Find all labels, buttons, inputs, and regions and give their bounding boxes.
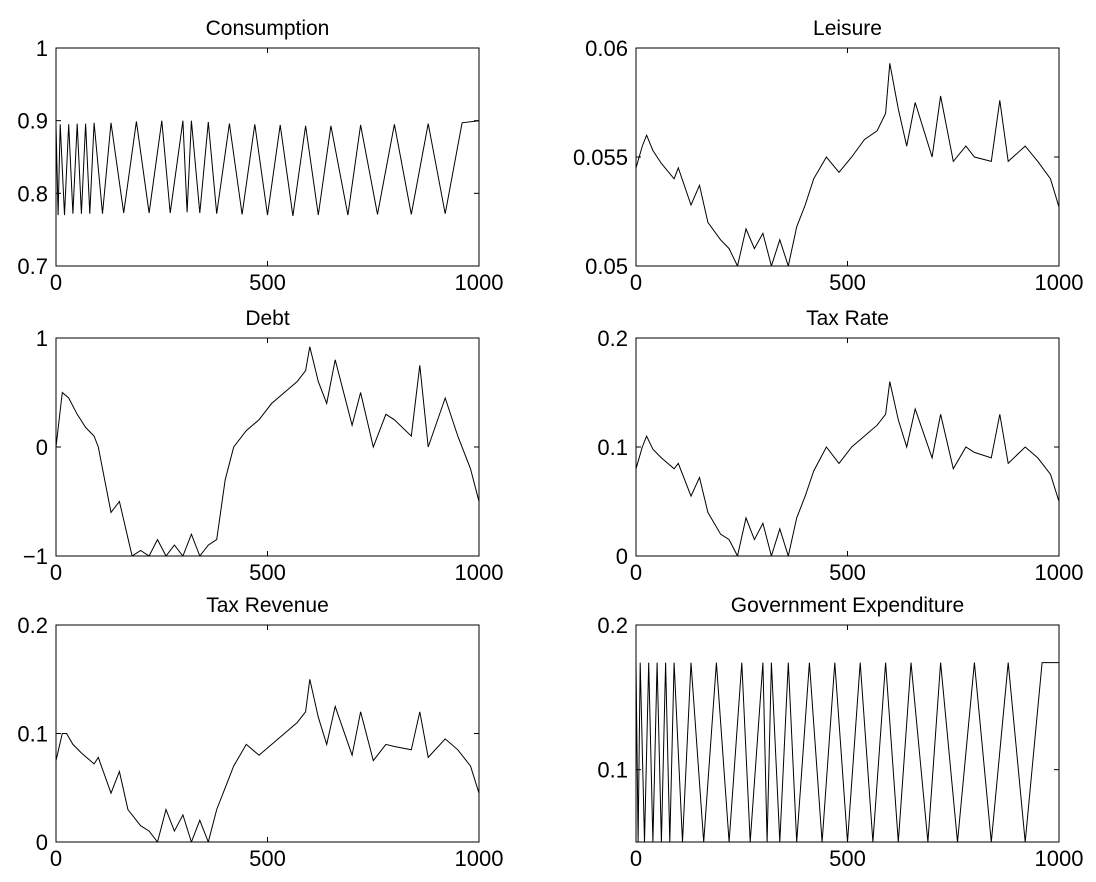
y-tick-label: 0: [616, 544, 628, 569]
axes-frame: [55, 624, 480, 843]
chart-title: Leisure: [813, 17, 882, 40]
chart-title: Tax Revenue: [206, 594, 329, 617]
y-tick-label: 0.7: [17, 254, 48, 279]
x-tick-label: 1000: [1035, 846, 1084, 871]
x-tick-label: 1000: [1035, 270, 1084, 295]
x-tick-label: 0: [630, 270, 642, 295]
axes-frame: [55, 337, 480, 557]
x-tick-label: 1000: [455, 846, 504, 871]
y-tick-label: 0.06: [585, 36, 628, 61]
x-tick-label: 500: [829, 270, 866, 295]
y-tick-label: 0.1: [597, 758, 628, 783]
x-tick-label: 0: [630, 846, 642, 871]
chart-title: Tax Rate: [806, 307, 889, 330]
y-tick-label: 0.1: [597, 435, 628, 460]
y-tick-label: 0: [36, 435, 48, 460]
chart-panel: Consumption 0 500 1000 0.7 0.8 0.9 1: [17, 17, 503, 295]
x-tick-label: 500: [249, 846, 286, 871]
x-tick-label: 0: [50, 846, 62, 871]
x-tick-label: 1000: [455, 270, 504, 295]
axes-frame: [635, 47, 1060, 267]
series-line: [56, 346, 479, 556]
chart-panel: Government Expenditure 0 500 1000 0.1 0.2: [597, 594, 1083, 871]
y-tick-label: 0.1: [17, 722, 48, 747]
chart-title: Debt: [245, 307, 290, 330]
y-tick-label: 0.2: [597, 613, 628, 638]
x-tick-label: 0: [630, 560, 642, 585]
y-tick-label: 0.05: [585, 254, 628, 279]
y-tick-label: 0: [36, 830, 48, 855]
y-tick-label: 0.9: [17, 109, 48, 134]
y-tick-label: −1: [23, 544, 48, 569]
series-line: [636, 662, 1059, 842]
y-tick-label: 1: [36, 36, 48, 61]
axes-frame: [635, 624, 1060, 843]
axes-frame: [55, 47, 480, 267]
x-tick-label: 1000: [455, 560, 504, 585]
series-line: [636, 63, 1059, 266]
x-tick-label: 0: [50, 270, 62, 295]
chart-title: Government Expenditure: [731, 594, 964, 617]
series-line: [636, 381, 1059, 556]
y-tick-label: 0.8: [17, 181, 48, 206]
x-tick-label: 500: [249, 560, 286, 585]
x-tick-label: 0: [50, 560, 62, 585]
x-tick-label: 500: [829, 560, 866, 585]
axes-frame: [635, 337, 1060, 557]
y-tick-label: 0.055: [573, 145, 628, 170]
x-tick-label: 1000: [1035, 560, 1084, 585]
x-tick-label: 500: [249, 270, 286, 295]
y-tick-label: 1: [36, 326, 48, 351]
chart-panel: Leisure 0 500 1000 0.05 0.055 0.06: [573, 17, 1084, 295]
series-line: [56, 120, 479, 216]
series-line: [56, 679, 479, 842]
x-tick-label: 500: [829, 846, 866, 871]
y-tick-label: 0.2: [597, 326, 628, 351]
chart-title: Consumption: [206, 17, 330, 40]
y-tick-label: 0.2: [17, 613, 48, 638]
chart-panel: Tax Rate 0 500 1000 0 0.1 0.2: [597, 307, 1083, 585]
chart-panel: Tax Revenue 0 500 1000 0 0.1 0.2: [17, 594, 503, 871]
